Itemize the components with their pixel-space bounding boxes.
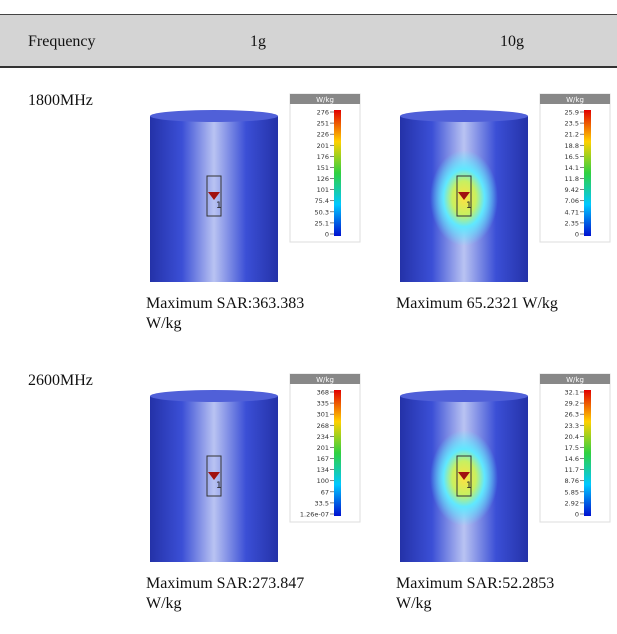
colorbar-label: 21.2 xyxy=(565,131,579,139)
colorbar-label: 201 xyxy=(317,444,329,452)
sar-image: 1 W/kg 32.1 29.2 26.3 23.3 20.4 17.5 14.6 11.7 8.7… xyxy=(392,368,614,568)
colorbar-label: 14.1 xyxy=(565,164,579,172)
marker-label: 1 xyxy=(466,201,472,211)
colorbar-unit: W/kg xyxy=(316,376,334,384)
colorbar-label: 9.42 xyxy=(565,186,579,194)
colorbar-label: 134 xyxy=(317,466,329,474)
colorbar-label: 2.92 xyxy=(565,499,579,507)
colorbar-label: 0 xyxy=(325,231,329,239)
colorbar-label: 368 xyxy=(317,389,329,397)
header-cell: 1g xyxy=(250,32,266,52)
marker-label: 1 xyxy=(216,481,222,491)
header-row: Frequency 1g 10g xyxy=(0,14,617,68)
colorbar-label: 16.5 xyxy=(565,153,579,161)
colorbar-label: 126 xyxy=(317,175,329,183)
colorbar-label: 268 xyxy=(317,422,329,430)
colorbar-label: 20.4 xyxy=(565,433,579,441)
page: Frequency 1g 10g 1800MHz 1 W/kg 276 251 226 20… xyxy=(0,0,617,634)
colorbar-label: 251 xyxy=(317,120,329,128)
caption: Maximum SAR:52.2853 W/kg xyxy=(396,574,566,614)
colorbar-label: 176 xyxy=(317,153,329,161)
colorbar xyxy=(584,110,591,236)
colorbar-label: 101 xyxy=(317,186,329,194)
colorbar-label: 11.8 xyxy=(565,175,579,183)
colorbar-label: 17.5 xyxy=(565,444,579,452)
phantom-top xyxy=(150,110,278,122)
marker-label: 1 xyxy=(466,481,472,491)
colorbar-label: 301 xyxy=(317,411,329,419)
colorbar-label: 23.3 xyxy=(565,422,579,430)
colorbar-label: 4.71 xyxy=(565,208,579,216)
colorbar-label: 100 xyxy=(317,477,329,485)
colorbar-label: 33.5 xyxy=(315,499,329,507)
colorbar-label: 25.9 xyxy=(565,109,579,117)
colorbar-label: 23.5 xyxy=(565,120,579,128)
colorbar-label: 50.3 xyxy=(315,208,329,216)
colorbar-label: 25.1 xyxy=(315,219,329,227)
colorbar-label: 32.1 xyxy=(565,389,579,397)
colorbar-label: 7.06 xyxy=(565,197,579,205)
colorbar-label: 335 xyxy=(317,400,329,408)
colorbar-label: 75.4 xyxy=(315,197,329,205)
colorbar-label: 226 xyxy=(317,131,329,139)
sar-image: 1 W/kg 276 251 226 201 176 151 126 101 75.4 50.3 25.… xyxy=(142,88,364,288)
frequency-label: 2600MHz xyxy=(28,372,93,390)
colorbar-label: 0 xyxy=(575,231,579,239)
frequency-label: 1800MHz xyxy=(28,92,93,110)
colorbar-unit: W/kg xyxy=(316,96,334,104)
sar-image: 1 W/kg 25.9 23.5 21.2 18.8 16.5 14.1 11.8 9.42 7.0… xyxy=(392,88,614,288)
caption: Maximum SAR:363.383 W/kg xyxy=(146,294,316,334)
colorbar-label: 5.85 xyxy=(565,488,579,496)
colorbar xyxy=(584,390,591,516)
colorbar-unit: W/kg xyxy=(566,96,584,104)
colorbar-label: 151 xyxy=(317,164,329,172)
phantom-top xyxy=(150,390,278,402)
sar-image: 1 W/kg 368 335 301 268 234 201 167 134 100 67 33.5 1.… xyxy=(142,368,364,568)
colorbar-label: 11.7 xyxy=(565,466,579,474)
colorbar-label: 2.35 xyxy=(565,219,579,227)
colorbar-label: 14.6 xyxy=(565,455,579,463)
header-cell: Frequency xyxy=(28,32,96,52)
colorbar-label: 8.76 xyxy=(565,477,579,485)
header-cell: 10g xyxy=(500,32,524,52)
phantom-top xyxy=(400,110,528,122)
colorbar-label: 276 xyxy=(317,109,329,117)
colorbar-label: 67 xyxy=(321,488,329,496)
colorbar-label: 167 xyxy=(317,455,329,463)
colorbar-label: 26.3 xyxy=(565,411,579,419)
colorbar xyxy=(334,110,341,236)
colorbar-label: 201 xyxy=(317,142,329,150)
colorbar-label: 0 xyxy=(575,511,579,519)
colorbar-label: 1.26e-07 xyxy=(300,511,329,519)
colorbar-unit: W/kg xyxy=(566,376,584,384)
caption: Maximum SAR:273.847 W/kg xyxy=(146,574,316,614)
colorbar-label: 234 xyxy=(317,433,329,441)
marker-label: 1 xyxy=(216,201,222,211)
phantom-top xyxy=(400,390,528,402)
caption: Maximum 65.2321 W/kg xyxy=(396,294,566,314)
colorbar-label: 18.8 xyxy=(565,142,579,150)
colorbar-label: 29.2 xyxy=(565,400,579,408)
colorbar xyxy=(334,390,341,516)
